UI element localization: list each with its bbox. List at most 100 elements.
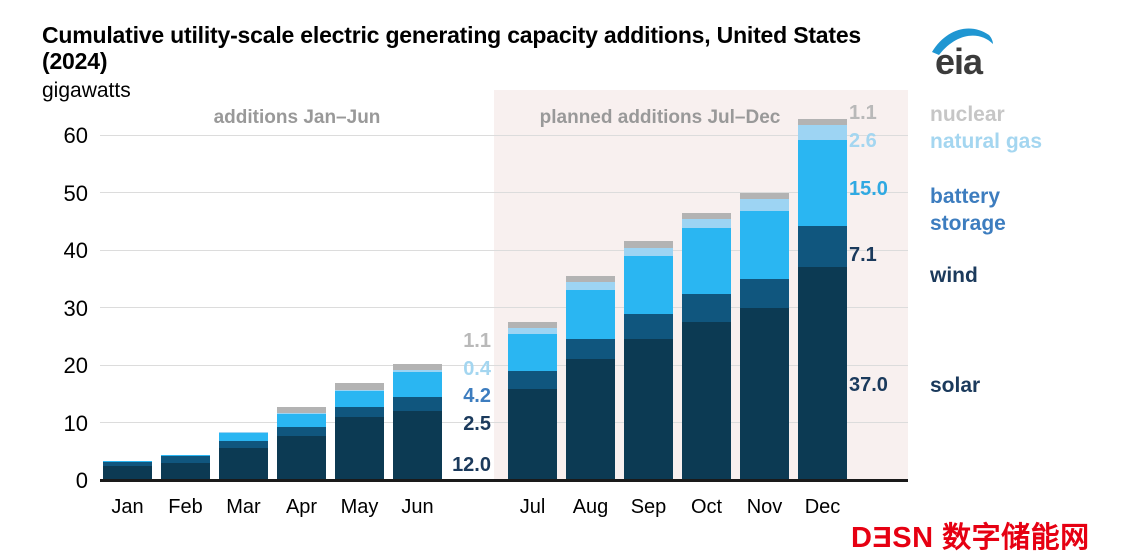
bar-segment-natural-gas-Apr <box>277 413 326 415</box>
gridline-60 <box>100 134 908 136</box>
x-axis-label-Dec: Dec <box>804 496 841 518</box>
y-tick-label-60: 60 <box>63 123 88 148</box>
bar-segment-solar-Sep <box>624 338 673 480</box>
x-axis-label-Oct: Oct <box>690 496 723 518</box>
legend-item-nuclear: nuclear <box>930 103 1005 126</box>
desn-watermark-latin: DESN <box>851 522 934 554</box>
bar-segment-natural-gas-Jul <box>508 328 557 334</box>
bar-segment-natural-gas-Aug <box>566 282 615 290</box>
bar-segment-nuclear-Nov <box>740 193 789 200</box>
bar-segment-wind-Jul <box>508 371 557 390</box>
desn-watermark: DESN 数字储能网 <box>851 514 1090 556</box>
jun-value-label-battery-storage: 4.2 <box>463 385 491 407</box>
jun-value-label-wind: 2.5 <box>463 413 491 435</box>
gridline-30 <box>100 307 908 308</box>
bar-segment-battery-storage-Aug <box>566 289 615 340</box>
bar-segment-natural-gas-May <box>335 389 384 392</box>
bar-segment-battery-storage-Apr <box>277 414 326 428</box>
bar-segment-battery-storage-Nov <box>740 210 789 279</box>
bar-segment-wind-Mar <box>219 441 268 449</box>
bar-segment-solar-Aug <box>566 359 615 480</box>
y-tick-label-20: 20 <box>63 353 88 378</box>
bar-segment-natural-gas-Oct <box>682 218 731 229</box>
bar-segment-nuclear-Sep <box>624 241 673 248</box>
bar-segment-wind-Nov <box>740 278 789 308</box>
x-axis-label-May: May <box>340 496 379 518</box>
bar-segment-nuclear-Jun <box>393 363 442 371</box>
jun-value-label-nuclear: 1.1 <box>463 330 491 352</box>
title-line-2: (2024) <box>42 48 108 74</box>
bar-segment-battery-storage-Dec <box>798 140 847 227</box>
page-title: Cumulative utility-scale electric genera… <box>42 22 942 74</box>
bar-segment-wind-Jan <box>103 462 152 467</box>
bar-segment-wind-Apr <box>277 427 326 436</box>
bar-segment-wind-Feb <box>161 455 210 463</box>
dec-value-label-solar: 37.0 <box>849 374 888 396</box>
bar-segment-wind-Jun <box>393 396 442 411</box>
legend-item-battery-storage: battery storage <box>930 185 1006 235</box>
y-tick-label-30: 30 <box>63 295 88 321</box>
bar-segment-nuclear-Aug <box>566 275 615 283</box>
bar-segment-wind-Oct <box>682 293 731 322</box>
bar-segment-nuclear-Oct <box>682 212 731 219</box>
bar-segment-natural-gas-Sep <box>624 247 673 257</box>
bar-segment-nuclear-Apr <box>277 406 326 414</box>
desn-watermark-cjk: 数字储能网 <box>942 522 1090 554</box>
bar-segment-solar-May <box>335 416 384 480</box>
bar-segment-solar-Jan <box>103 466 152 480</box>
bar-segment-wind-Sep <box>624 314 673 339</box>
jun-value-label-natural-gas: 0.4 <box>463 358 491 380</box>
bar-segment-battery-storage-Oct <box>682 228 731 294</box>
bar-segment-natural-gas-Dec <box>798 125 847 141</box>
bar-segment-battery-storage-Jan <box>103 461 152 463</box>
bar-segment-solar-Oct <box>682 321 731 480</box>
bar-segment-solar-Apr <box>277 435 326 480</box>
bar-segment-battery-storage-Jun <box>393 372 442 397</box>
bar-segment-battery-storage-Mar <box>219 432 268 442</box>
x-axis-label-Feb: Feb <box>168 496 203 518</box>
gridline-40 <box>100 249 908 251</box>
bar-segment-natural-gas-Nov <box>740 199 789 211</box>
bar-segment-solar-Nov <box>740 307 789 480</box>
bar-segment-solar-Jun <box>393 411 442 480</box>
bar-segment-natural-gas-Mar <box>219 432 268 433</box>
eia-logo-text: eia <box>935 41 984 80</box>
bar-segment-natural-gas-Jun <box>393 370 442 373</box>
legend-item-wind: wind <box>930 264 978 287</box>
y-tick-label-40: 40 <box>63 238 88 263</box>
bar-segment-solar-Dec <box>798 267 847 480</box>
x-axis-label-Nov: Nov <box>746 496 783 518</box>
x-axis-label-Jun: Jun <box>401 496 434 518</box>
dec-value-label-natural-gas: 2.6 <box>849 130 877 152</box>
bar-segment-solar-Feb <box>161 462 210 480</box>
y-tick-label-0: 0 <box>75 468 88 493</box>
bar-segment-solar-Mar <box>219 448 268 480</box>
bar-segment-battery-storage-Feb <box>161 454 210 456</box>
x-axis-label-Mar: Mar <box>226 496 261 518</box>
dec-value-label-nuclear: 1.1 <box>849 102 877 124</box>
bar-segment-nuclear-Dec <box>798 118 847 126</box>
bar-segment-wind-Aug <box>566 339 615 360</box>
y-tick-label-50: 50 <box>63 180 88 206</box>
legend-item-solar: solar <box>930 374 981 397</box>
region-label-jan-jun: additions Jan–Jun <box>213 107 381 128</box>
bar-segment-solar-Jul <box>508 389 557 480</box>
bar-segment-nuclear-Jul <box>508 321 557 329</box>
eia-logo: eia <box>930 22 996 82</box>
bar-segment-battery-storage-May <box>335 391 384 407</box>
title-line-1: Cumulative utility-scale electric genera… <box>42 22 862 48</box>
x-axis-label-Apr: Apr <box>285 496 318 518</box>
region-label-jul-dec: planned additions Jul–Dec <box>539 107 781 128</box>
bar-segment-wind-Dec <box>798 226 847 268</box>
dec-value-label-wind: 7.1 <box>849 244 877 266</box>
x-axis-line <box>100 479 908 482</box>
bar-segment-wind-May <box>335 406 384 417</box>
legend-item-natural-gas: natural gas <box>930 130 1043 153</box>
gridline-10 <box>100 422 908 423</box>
y-tick-label-10: 10 <box>63 410 88 436</box>
bar-segment-battery-storage-Sep <box>624 256 673 315</box>
jun-value-label-solar: 12.0 <box>452 454 491 476</box>
bar-segment-nuclear-May <box>335 383 384 390</box>
dec-value-label-battery-storage: 15.0 <box>849 178 888 200</box>
